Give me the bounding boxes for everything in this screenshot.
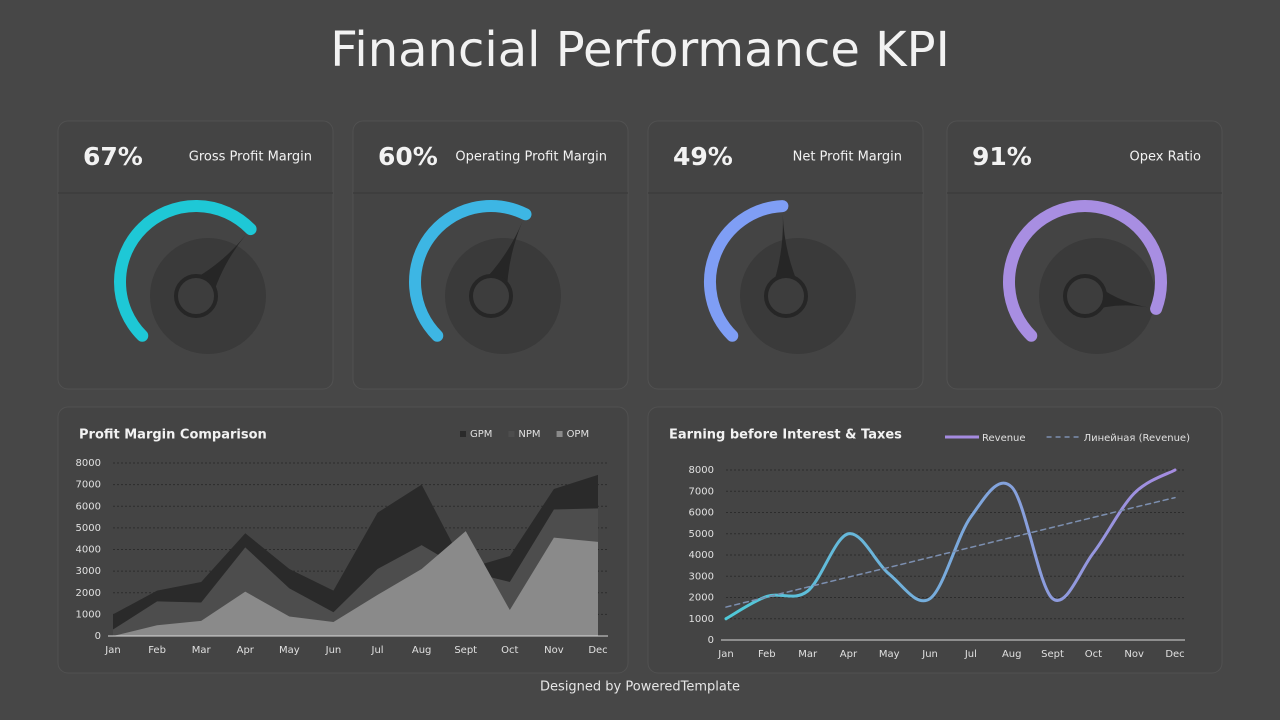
gauge-arc — [409, 200, 532, 342]
kpi-value: 49% — [673, 142, 733, 171]
x-tick-label: Mar — [798, 649, 818, 660]
kpi-title: Net Profit Margin — [793, 150, 902, 165]
y-tick-label: 5000 — [76, 523, 101, 534]
legend-label: Линейная (Revenue) — [1084, 433, 1191, 444]
card — [647, 406, 1223, 674]
gauge-knob — [469, 274, 513, 318]
x-tick-label: Apr — [237, 645, 255, 656]
gauge-knob — [764, 274, 808, 318]
gauge-arc — [114, 200, 257, 342]
area — [113, 531, 598, 636]
legend-label: GPM — [470, 429, 492, 440]
gauge-knob — [1063, 274, 1107, 318]
y-tick-label: 4000 — [689, 550, 714, 561]
x-tick-label: Nov — [544, 645, 564, 656]
gauge-knob — [174, 274, 218, 318]
trend-line — [725, 496, 1176, 608]
kpi-title: Operating Profit Margin — [455, 150, 607, 165]
x-tick-label: Jan — [104, 645, 120, 656]
x-tick-label: Nov — [1124, 649, 1144, 660]
x-tick-label: Jan — [717, 649, 733, 660]
x-tick-label: Dec — [588, 645, 607, 656]
y-tick-label: 6000 — [76, 501, 101, 512]
x-tick-label: Aug — [1002, 649, 1022, 660]
y-tick-label: 3000 — [689, 571, 714, 582]
x-tick-label: Jul — [371, 645, 384, 656]
kpi-title: Opex Ratio — [1130, 150, 1202, 165]
x-tick-label: May — [279, 645, 300, 656]
y-tick-label: 7000 — [689, 486, 714, 497]
y-tick-label: 0 — [708, 635, 714, 646]
y-tick-label: 1000 — [689, 614, 714, 625]
y-tick-label: 1000 — [76, 609, 101, 620]
x-tick-label: Sept — [454, 645, 477, 656]
y-tick-label: 8000 — [76, 458, 101, 469]
legend-swatch — [556, 431, 563, 437]
y-tick-label: 8000 — [689, 465, 714, 476]
x-tick-label: Jul — [964, 649, 977, 660]
chart-title: Profit Margin Comparison — [79, 428, 267, 443]
x-tick-label: Oct — [501, 645, 518, 656]
gauge-needle — [770, 214, 802, 293]
x-tick-label: Sept — [1041, 649, 1064, 660]
y-tick-label: 7000 — [76, 480, 101, 491]
legend-swatch — [508, 431, 515, 437]
y-tick-label: 0 — [95, 631, 101, 642]
x-tick-label: Feb — [148, 645, 166, 656]
y-tick-label: 2000 — [76, 588, 101, 599]
legend-label: OPM — [567, 429, 590, 440]
x-tick-label: Mar — [192, 645, 212, 656]
footer: Designed by PoweredTemplate — [540, 680, 740, 695]
x-tick-label: Feb — [758, 649, 776, 660]
x-tick-label: Dec — [1165, 649, 1184, 660]
x-tick-label: Aug — [412, 645, 432, 656]
page-title: Financial Performance KPI — [330, 22, 949, 78]
line — [724, 468, 1177, 621]
x-tick-label: Apr — [840, 649, 858, 660]
y-tick-label: 6000 — [689, 508, 714, 519]
x-tick-label: Jun — [921, 649, 938, 660]
gauge-arc — [704, 200, 789, 342]
kpi-title: Gross Profit Margin — [189, 150, 312, 165]
x-tick-label: Oct — [1085, 649, 1102, 660]
y-tick-label: 5000 — [689, 529, 714, 540]
legend-label: Revenue — [982, 433, 1026, 444]
y-tick-label: 2000 — [689, 593, 714, 604]
legend-swatch — [460, 431, 466, 437]
gauge-arc — [1003, 200, 1167, 342]
x-tick-label: May — [879, 649, 900, 660]
x-tick-label: Jun — [325, 645, 342, 656]
kpi-value: 91% — [972, 142, 1032, 171]
y-tick-label: 3000 — [76, 566, 101, 577]
legend-label: NPM — [518, 429, 540, 440]
chart-title: Earning before Interest & Taxes — [669, 428, 902, 443]
y-tick-label: 4000 — [76, 545, 101, 556]
kpi-value: 67% — [83, 142, 143, 171]
kpi-value: 60% — [378, 142, 438, 171]
